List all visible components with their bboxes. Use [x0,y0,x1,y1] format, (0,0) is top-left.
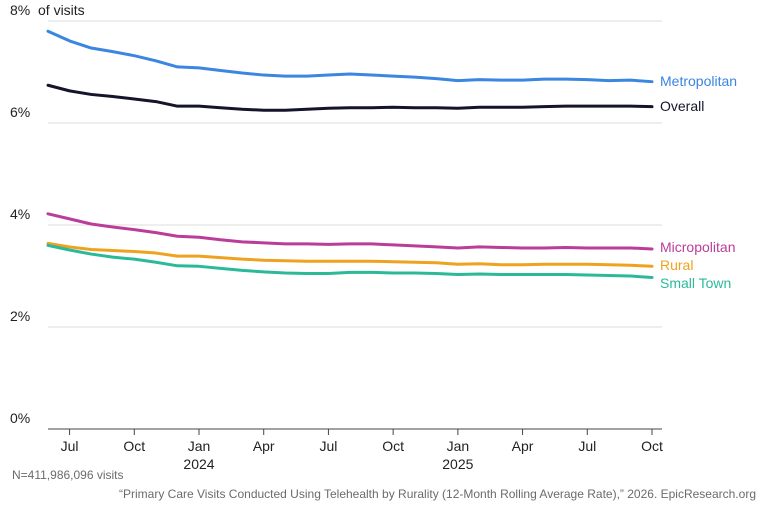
grid [48,20,662,430]
series-line-micropolitan [46,212,654,251]
y-axis: 0% 2% 4% 6% 8% of visits [10,2,85,426]
x-tick-label: Jul [578,438,596,454]
y-tick-label: 2% [10,308,30,324]
series-label-rural: Rural [660,257,693,273]
series-label-overall: Overall [660,98,704,114]
series-line-overall [46,83,654,112]
x-tick-label: Jan [447,438,470,454]
series-label-metropolitan: Metropolitan [660,73,737,89]
series-label-micropolitan: Micropolitan [660,239,735,255]
y-unit-label: of visits [38,2,85,18]
x-tick-label: Apr [512,438,534,454]
source-citation: “Primary Care Visits Conducted Using Tel… [119,487,756,501]
x-tick-label: Oct [641,438,663,454]
series-labels: Metropolitan Overall Micropolitan Rural Smal… [660,73,737,291]
series-line-rural [46,241,654,268]
x-tick-label: Apr [253,438,275,454]
series-label-small-town: Small Town [660,275,731,291]
x-tick-label: Jan [188,438,211,454]
x-tick-label: Oct [123,438,145,454]
y-tick-label: 6% [10,104,30,120]
x-year-label: 2024 [183,456,214,472]
y-tick-label: 8% [10,2,30,18]
x-axis: Jul Oct Jan 2024 Apr Jul Oct Jan 2025 Apr Jul Oct [61,429,663,472]
sample-size-note: N=411,986,096 visits [12,468,124,482]
series-line-metropolitan [46,29,654,84]
y-tick-label: 0% [10,410,30,426]
y-tick-label: 4% [10,206,30,222]
series-line-small-town [46,243,654,280]
x-tick-label: Jul [319,438,337,454]
x-tick-label: Oct [382,438,404,454]
x-year-label: 2025 [442,456,473,472]
x-tick-label: Jul [61,438,79,454]
series-lines [46,29,654,280]
